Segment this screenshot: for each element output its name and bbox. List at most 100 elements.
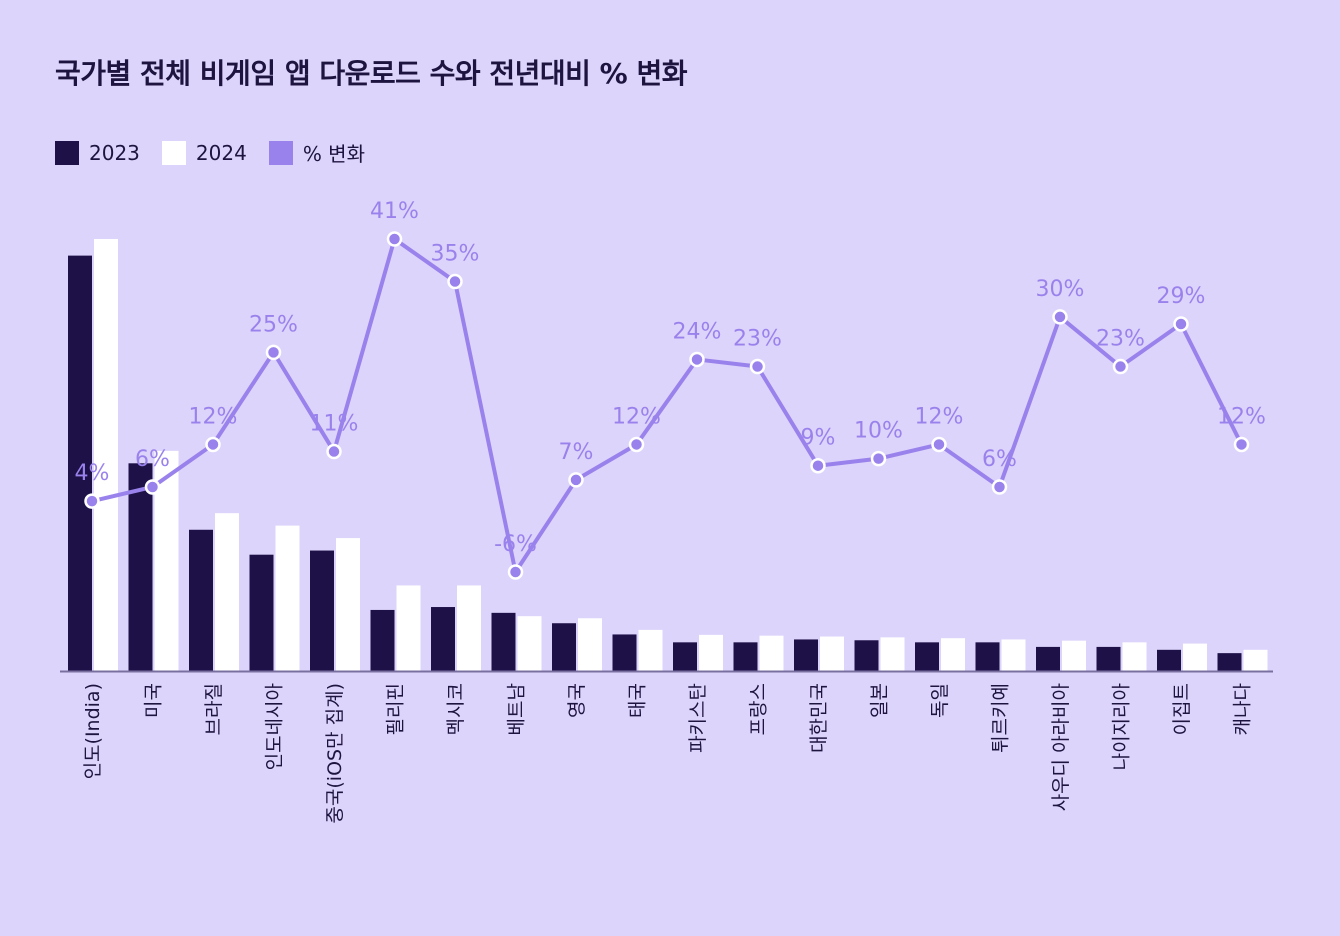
pct-point-13 xyxy=(870,450,887,467)
bar-2023-5 xyxy=(370,609,395,671)
bar-2024-15 xyxy=(1001,639,1026,671)
bar-2023-4 xyxy=(310,550,334,671)
bar-2024-10 xyxy=(699,634,723,671)
bar-2023-8 xyxy=(552,623,576,671)
pct-point-10 xyxy=(689,351,705,368)
bar-2023-16 xyxy=(1036,646,1060,671)
pct-label-3: 25% xyxy=(249,312,298,337)
legend-swatch-2024 xyxy=(161,140,186,165)
pct-point-12 xyxy=(810,457,826,474)
pct-label-14: 12% xyxy=(915,404,964,429)
bar-2024-8 xyxy=(578,618,602,671)
pct-point-5 xyxy=(386,231,403,247)
category-label-19: 캐나다 xyxy=(1232,683,1254,735)
legend-item-2023: 2023 xyxy=(55,140,140,165)
pct-point-4 xyxy=(326,443,342,460)
bar-2024-3 xyxy=(275,525,300,671)
legend: 2023 2024 % 변화 xyxy=(55,138,387,167)
legend-label-pct-change: % 변화 xyxy=(302,142,365,166)
category-label-15: 튀르키예 xyxy=(990,683,1012,753)
pct-change-line xyxy=(91,237,1244,574)
pct-point-7 xyxy=(507,564,524,580)
legend-item-pct-change: % 변화 xyxy=(268,138,365,167)
legend-swatch-2023 xyxy=(55,140,79,165)
bar-2024-14 xyxy=(941,638,965,671)
chart-title: 국가별 전체 비게임 앱 다운로드 수와 전년대비 % 변화 xyxy=(55,57,688,90)
bar-2023-9 xyxy=(612,634,637,671)
pct-point-0 xyxy=(84,493,100,509)
category-label-3: 인도네시아 xyxy=(264,683,286,770)
category-label-8: 영국 xyxy=(566,683,588,718)
pct-point-6 xyxy=(447,273,463,290)
pct-label-0: 4% xyxy=(75,461,110,486)
bar-2024-19 xyxy=(1243,649,1268,671)
pct-label-19: 12% xyxy=(1217,404,1266,429)
bar-2024-11 xyxy=(759,635,784,671)
bar-2023-17 xyxy=(1096,646,1121,671)
pct-point-8 xyxy=(568,472,584,488)
pct-label-10: 24% xyxy=(673,319,722,344)
pct-label-11: 23% xyxy=(733,327,782,352)
pct-label-16: 30% xyxy=(1036,277,1085,302)
category-label-4: 중국(iOS만 집계) xyxy=(324,683,346,824)
pct-label-17: 23% xyxy=(1096,327,1145,352)
bar-2023-2 xyxy=(189,529,213,671)
legend-label-2024: 2024 xyxy=(195,140,247,165)
category-label-13: 일본 xyxy=(869,683,891,718)
category-label-16: 사우디 아라비아 xyxy=(1050,683,1072,811)
bar-2024-0 xyxy=(94,239,118,671)
category-label-10: 파키스탄 xyxy=(687,683,709,753)
category-label-7: 베트남 xyxy=(506,683,528,735)
category-label-11: 프랑스 xyxy=(748,683,770,735)
category-label-18: 이집트 xyxy=(1171,683,1193,735)
bar-2023-19 xyxy=(1217,653,1242,671)
bar-2024-2 xyxy=(215,513,239,671)
pct-label-1: 6% xyxy=(135,447,170,472)
category-label-12: 대한민국 xyxy=(808,683,830,753)
bar-2024-5 xyxy=(396,585,421,671)
pct-point-1 xyxy=(144,479,161,495)
category-label-9: 태국 xyxy=(627,683,649,718)
legend-label-2023: 2023 xyxy=(89,140,140,165)
bar-2023-15 xyxy=(975,642,1000,671)
category-label-2: 브라질 xyxy=(203,683,225,735)
category-label-14: 독일 xyxy=(929,683,951,718)
bar-2023-14 xyxy=(915,642,939,671)
bar-2024-9 xyxy=(638,629,663,671)
bar-2023-11 xyxy=(733,642,758,671)
pct-point-17 xyxy=(1112,358,1129,375)
bar-2023-6 xyxy=(431,607,455,671)
pct-label-4: 11% xyxy=(310,412,359,437)
pct-label-12: 9% xyxy=(801,426,836,451)
bar-2024-17 xyxy=(1122,642,1147,671)
pct-point-11 xyxy=(749,358,766,375)
pct-point-9 xyxy=(628,436,645,453)
category-label-17: 나이지리아 xyxy=(1111,683,1133,770)
pct-point-19 xyxy=(1233,436,1250,453)
bar-2024-7 xyxy=(517,616,542,671)
pct-label-13: 10% xyxy=(854,419,903,444)
bar-2024-13 xyxy=(880,637,905,671)
bar-2024-4 xyxy=(336,538,360,671)
pct-label-6: 35% xyxy=(431,242,480,267)
bar-2023-12 xyxy=(794,639,818,671)
category-label-5: 필리핀 xyxy=(385,683,407,735)
pct-point-15 xyxy=(991,479,1008,495)
bar-2023-3 xyxy=(249,554,274,671)
pct-label-8: 7% xyxy=(559,440,594,465)
bar-2024-18 xyxy=(1183,643,1207,671)
legend-swatch-pct-change xyxy=(268,140,293,165)
pct-label-9: 12% xyxy=(612,404,661,429)
pct-label-5: 41% xyxy=(370,199,419,224)
bar-2023-0 xyxy=(68,255,92,671)
pct-point-2 xyxy=(205,436,221,453)
bar-2024-16 xyxy=(1062,640,1086,671)
pct-label-7: -6% xyxy=(494,532,537,557)
pct-label-2: 12% xyxy=(189,404,238,429)
pct-label-18: 29% xyxy=(1157,284,1206,309)
bar-2023-1 xyxy=(128,463,153,671)
pct-point-16 xyxy=(1052,309,1068,325)
category-label-0: 인도(India) xyxy=(82,683,104,779)
legend-item-2024: 2024 xyxy=(161,140,247,165)
